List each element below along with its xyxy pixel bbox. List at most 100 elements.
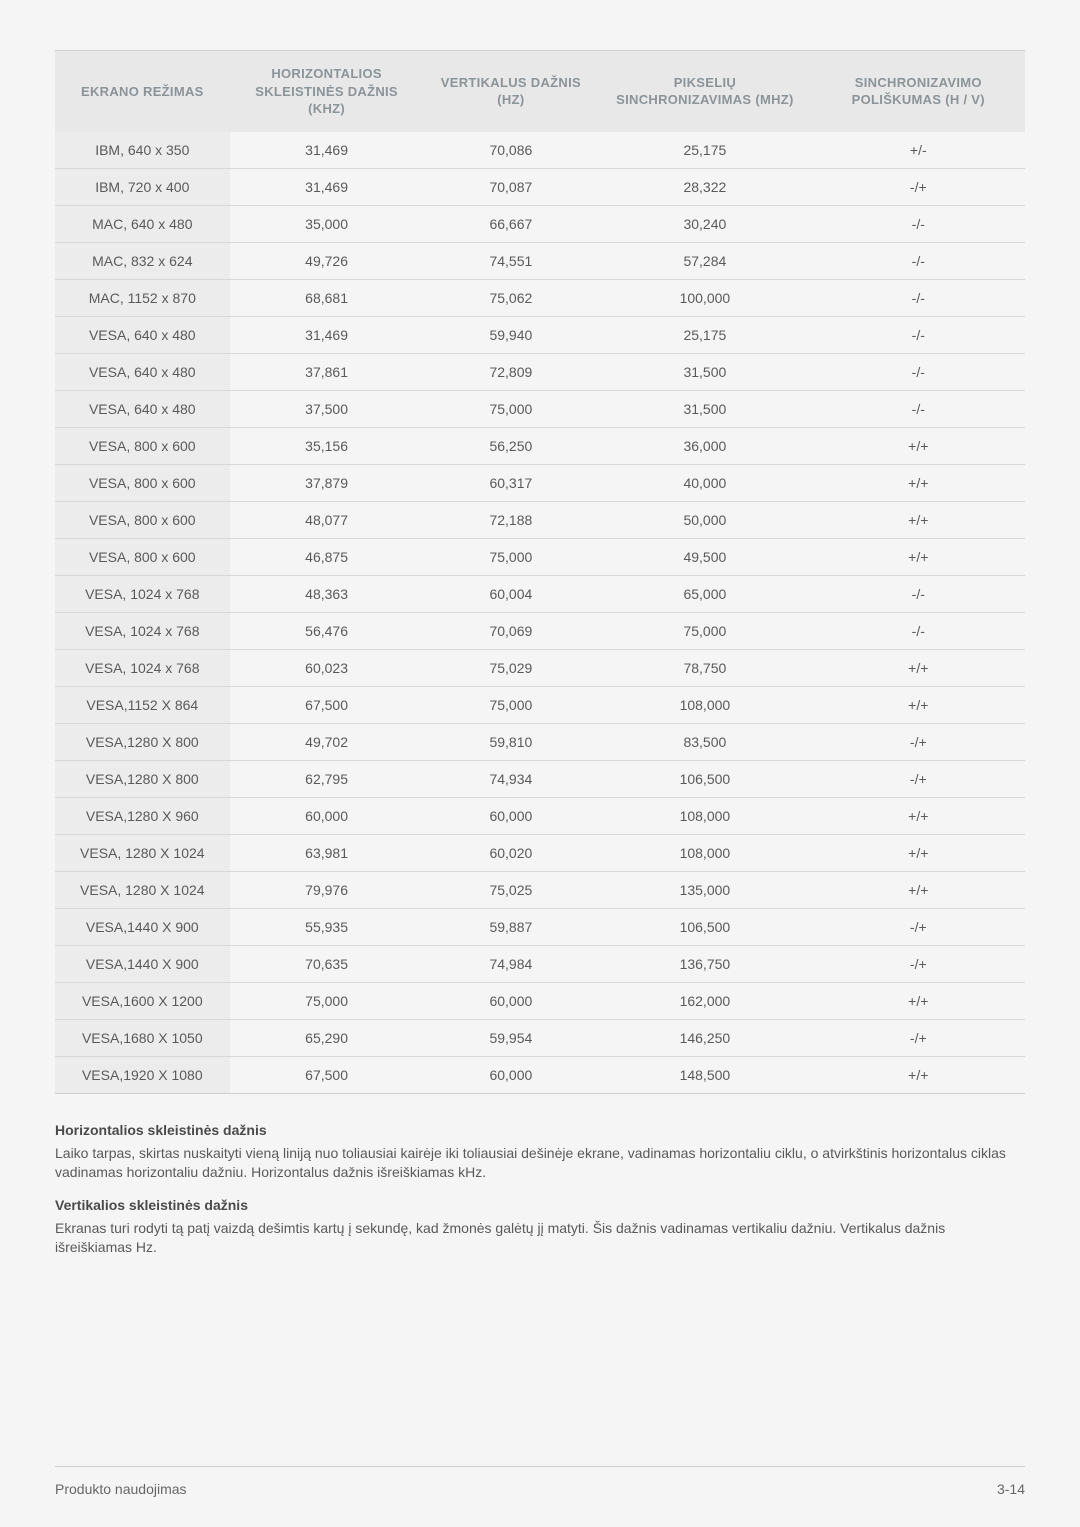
- note-heading-horizontal: Horizontalios skleistinės dažnis: [55, 1122, 1025, 1138]
- table-row: MAC, 832 x 62449,72674,55157,284-/-: [55, 242, 1025, 279]
- table-row: VESA,1280 X 80062,79574,934106,500-/+: [55, 760, 1025, 797]
- table-cell: 75,000: [230, 982, 424, 1019]
- table-cell: 162,000: [598, 982, 811, 1019]
- display-modes-table-container: EKRANO REŽIMAS HORIZONTALIOS SKLEISTINĖS…: [55, 50, 1025, 1094]
- table-cell: +/+: [812, 686, 1025, 723]
- table-row: VESA, 1024 x 76848,36360,00465,000-/-: [55, 575, 1025, 612]
- table-row: VESA, 640 x 48037,86172,80931,500-/-: [55, 353, 1025, 390]
- table-cell: 75,062: [424, 279, 599, 316]
- table-cell: 60,317: [424, 464, 599, 501]
- table-cell: 60,000: [424, 982, 599, 1019]
- table-cell: 74,984: [424, 945, 599, 982]
- table-cell: 59,810: [424, 723, 599, 760]
- table-row: VESA,1600 X 120075,00060,000162,000+/+: [55, 982, 1025, 1019]
- col-header-pixsync: PIKSELIŲ SINCHRONIZAVIMAS (MHZ): [598, 51, 811, 132]
- footer-page-number: 3-14: [997, 1481, 1025, 1497]
- table-cell: 28,322: [598, 168, 811, 205]
- table-cell: VESA,1280 X 800: [55, 760, 230, 797]
- table-cell: +/+: [812, 649, 1025, 686]
- table-cell: +/+: [812, 1056, 1025, 1093]
- table-cell: 57,284: [598, 242, 811, 279]
- table-cell: -/+: [812, 760, 1025, 797]
- table-cell: 75,000: [424, 686, 599, 723]
- table-cell: 31,500: [598, 390, 811, 427]
- table-cell: 48,077: [230, 501, 424, 538]
- table-row: MAC, 640 x 48035,00066,66730,240-/-: [55, 205, 1025, 242]
- table-cell: VESA, 640 x 480: [55, 390, 230, 427]
- col-header-polarity: SINCHRONIZAVIMO POLIŠKUMAS (H / V): [812, 51, 1025, 132]
- table-cell: 49,702: [230, 723, 424, 760]
- table-cell: MAC, 1152 x 870: [55, 279, 230, 316]
- note-para-horizontal: Laiko tarpas, skirtas nuskaityti vieną l…: [55, 1144, 1025, 1183]
- table-cell: VESA, 800 x 600: [55, 427, 230, 464]
- table-cell: 65,000: [598, 575, 811, 612]
- table-cell: 60,000: [424, 1056, 599, 1093]
- table-cell: 25,175: [598, 316, 811, 353]
- table-cell: -/+: [812, 1019, 1025, 1056]
- table-cell: 30,240: [598, 205, 811, 242]
- table-row: VESA, 640 x 48037,50075,00031,500-/-: [55, 390, 1025, 427]
- notes-section: Horizontalios skleistinės dažnis Laiko t…: [55, 1122, 1025, 1258]
- table-cell: -/+: [812, 908, 1025, 945]
- table-row: VESA, 1280 X 102463,98160,020108,000+/+: [55, 834, 1025, 871]
- table-cell: 67,500: [230, 1056, 424, 1093]
- table-cell: 74,934: [424, 760, 599, 797]
- col-header-mode: EKRANO REŽIMAS: [55, 51, 230, 132]
- table-header-row: EKRANO REŽIMAS HORIZONTALIOS SKLEISTINĖS…: [55, 51, 1025, 132]
- col-header-hfreq: HORIZONTALIOS SKLEISTINĖS DAŽNIS (KHZ): [230, 51, 424, 132]
- table-cell: 46,875: [230, 538, 424, 575]
- table-cell: 67,500: [230, 686, 424, 723]
- table-row: VESA, 1024 x 76856,47670,06975,000-/-: [55, 612, 1025, 649]
- table-cell: 37,861: [230, 353, 424, 390]
- table-cell: 59,887: [424, 908, 599, 945]
- table-cell: 31,469: [230, 132, 424, 169]
- table-cell: VESA, 640 x 480: [55, 316, 230, 353]
- table-cell: 49,726: [230, 242, 424, 279]
- table-cell: VESA, 800 x 600: [55, 501, 230, 538]
- table-cell: 62,795: [230, 760, 424, 797]
- table-row: VESA, 1024 x 76860,02375,02978,750+/+: [55, 649, 1025, 686]
- table-cell: 106,500: [598, 760, 811, 797]
- table-cell: +/+: [812, 538, 1025, 575]
- table-cell: 31,469: [230, 316, 424, 353]
- table-row: VESA, 800 x 60035,15656,25036,000+/+: [55, 427, 1025, 464]
- table-row: VESA, 800 x 60048,07772,18850,000+/+: [55, 501, 1025, 538]
- page-footer: Produkto naudojimas 3-14: [55, 1466, 1025, 1497]
- table-cell: 55,935: [230, 908, 424, 945]
- table-cell: 75,029: [424, 649, 599, 686]
- table-row: VESA, 640 x 48031,46959,94025,175-/-: [55, 316, 1025, 353]
- table-row: IBM, 640 x 35031,46970,08625,175+/-: [55, 132, 1025, 169]
- table-cell: -/-: [812, 612, 1025, 649]
- table-row: VESA,1920 X 108067,50060,000148,500+/+: [55, 1056, 1025, 1093]
- table-cell: 75,000: [598, 612, 811, 649]
- table-cell: VESA, 1024 x 768: [55, 575, 230, 612]
- table-cell: 60,000: [424, 797, 599, 834]
- table-cell: -/-: [812, 575, 1025, 612]
- note-para-vertical: Ekranas turi rodyti tą patį vaizdą dešim…: [55, 1219, 1025, 1258]
- table-cell: +/-: [812, 132, 1025, 169]
- table-row: VESA,1680 X 105065,29059,954146,250-/+: [55, 1019, 1025, 1056]
- table-cell: 72,809: [424, 353, 599, 390]
- table-cell: +/+: [812, 464, 1025, 501]
- table-cell: 37,500: [230, 390, 424, 427]
- table-row: VESA,1152 X 86467,50075,000108,000+/+: [55, 686, 1025, 723]
- table-cell: 135,000: [598, 871, 811, 908]
- table-cell: VESA, 640 x 480: [55, 353, 230, 390]
- table-cell: VESA,1280 X 960: [55, 797, 230, 834]
- table-cell: -/-: [812, 279, 1025, 316]
- table-cell: 108,000: [598, 834, 811, 871]
- table-cell: 60,023: [230, 649, 424, 686]
- table-cell: -/-: [812, 205, 1025, 242]
- table-cell: -/+: [812, 945, 1025, 982]
- table-cell: 70,087: [424, 168, 599, 205]
- table-cell: 79,976: [230, 871, 424, 908]
- table-cell: +/+: [812, 871, 1025, 908]
- table-cell: 37,879: [230, 464, 424, 501]
- table-cell: VESA,1600 X 1200: [55, 982, 230, 1019]
- table-cell: VESA, 1280 X 1024: [55, 834, 230, 871]
- table-cell: 56,476: [230, 612, 424, 649]
- table-cell: +/+: [812, 834, 1025, 871]
- table-cell: 63,981: [230, 834, 424, 871]
- table-row: IBM, 720 x 40031,46970,08728,322-/+: [55, 168, 1025, 205]
- table-cell: 31,500: [598, 353, 811, 390]
